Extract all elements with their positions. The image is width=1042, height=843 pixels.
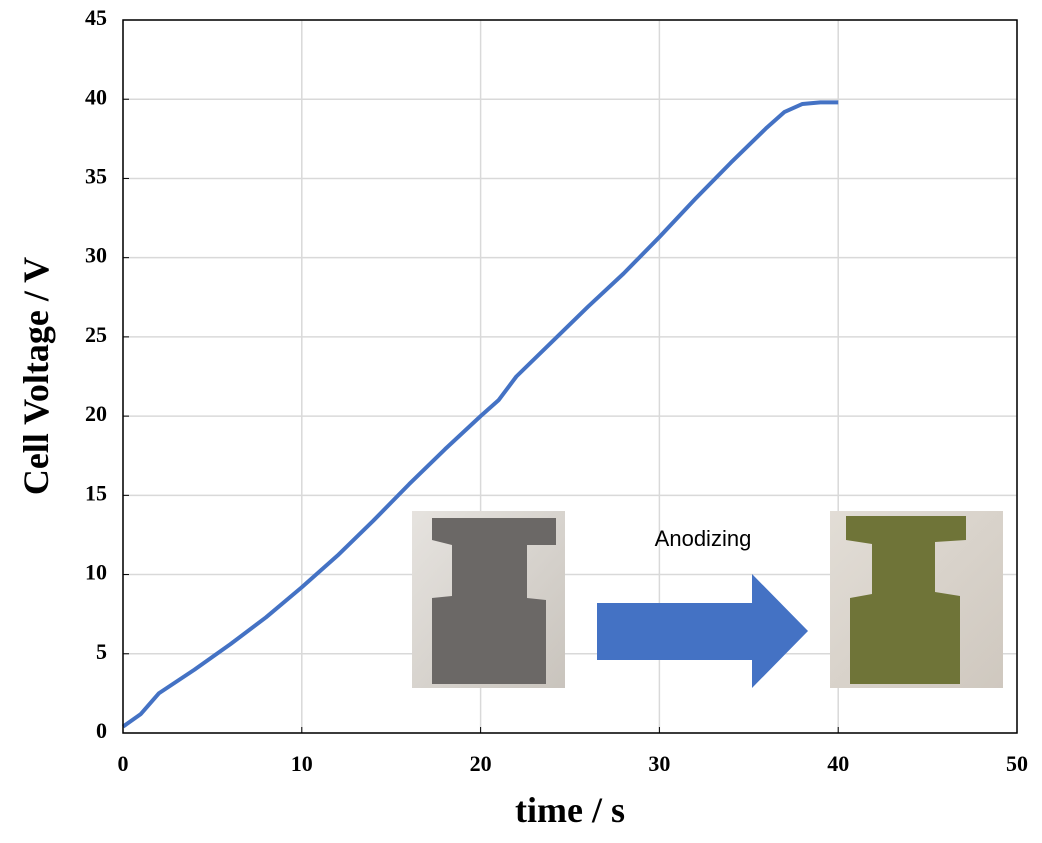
y-tick-label: 45 [85,5,107,30]
x-tick-label: 30 [648,751,670,776]
y-axis-title: Cell Voltage / V [16,257,56,495]
y-tick-label: 10 [85,560,107,585]
x-axis-title: time / s [515,790,625,830]
sample-before [432,518,556,684]
y-tick-label: 40 [85,84,107,109]
inset: Anodizing [412,511,1003,688]
y-tick-label: 5 [96,639,107,664]
x-tick-label: 10 [291,751,313,776]
x-tick-label: 0 [118,751,129,776]
x-tick-label: 20 [470,751,492,776]
y-tick-label: 20 [85,401,107,426]
x-tick-label: 50 [1006,751,1028,776]
y-tick-label: 30 [85,243,107,268]
y-tick-label: 35 [85,163,107,188]
y-tick-label: 15 [85,480,107,505]
annotation: Anodizing [655,526,752,551]
page: Anodizing time / s Cell Voltage / V 0 5 10… [0,0,1042,843]
y-tick-label: 0 [96,718,107,743]
arrow [597,574,808,688]
chart: Anodizing time / s Cell Voltage / V 0 5 10… [0,0,1042,843]
x-tick-label: 40 [827,751,849,776]
y-tick-label: 25 [85,322,107,347]
